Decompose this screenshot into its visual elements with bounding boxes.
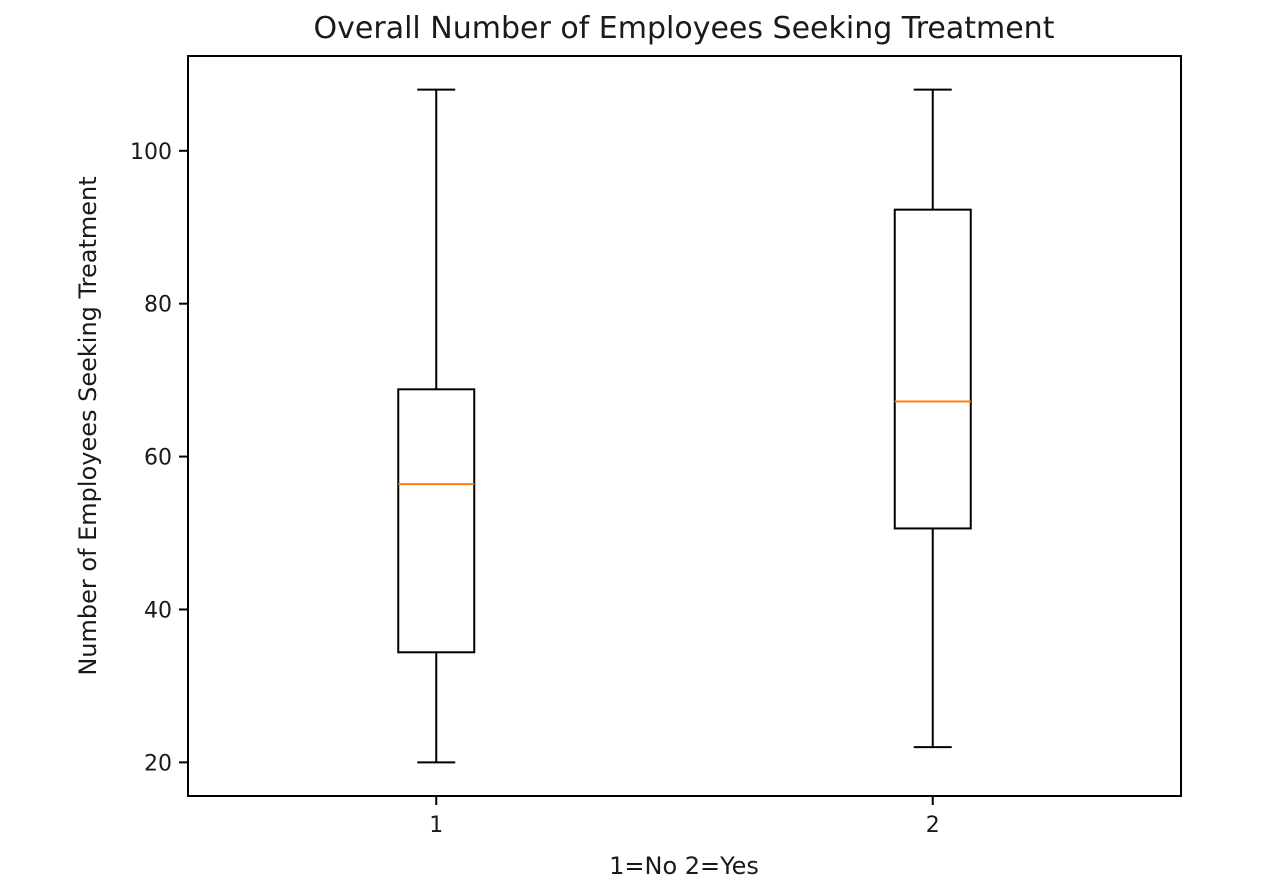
y-axis-label: Number of Employees Seeking Treatment: [74, 176, 102, 675]
iqr-box: [893, 208, 972, 530]
y-tick-label: 20: [144, 751, 172, 776]
y-tick-label: 60: [144, 446, 172, 471]
box-1: [397, 88, 476, 764]
chart-title: Overall Number of Employees Seeking Trea…: [314, 11, 1055, 46]
box-2: [893, 88, 972, 749]
y-tick-label: 80: [144, 293, 172, 318]
iqr-box: [397, 388, 476, 654]
x-tick-label: 1: [429, 813, 443, 838]
x-tick-label: 2: [926, 813, 940, 838]
plot-frame: [187, 55, 1182, 797]
y-tick-label: 100: [130, 140, 172, 165]
box-series: [397, 88, 972, 764]
y-tick-label: 40: [144, 598, 172, 623]
x-axis-label: 1=No 2=Yes: [609, 852, 759, 880]
y-axis: 20 40 60 80 100: [130, 140, 188, 776]
